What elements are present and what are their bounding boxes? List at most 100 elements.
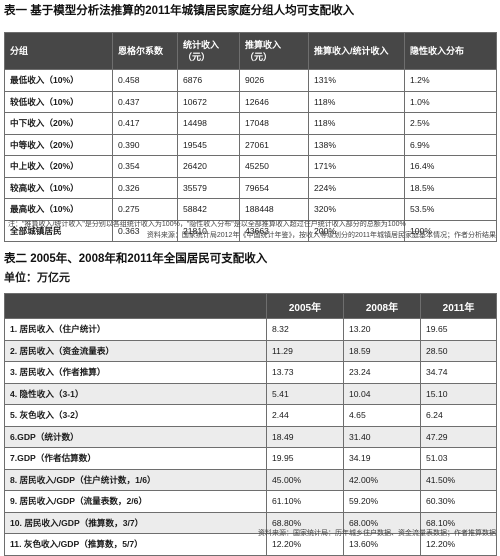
stat-income-cell: 58842 [177,198,240,221]
group-cell: 中等收入（20%） [4,133,113,156]
value-2008-cell: 23.24 [343,361,421,384]
header-item [4,293,267,319]
value-2011-cell: 6.24 [420,404,497,427]
header-group: 分组 [4,32,113,70]
stat-income-cell: 10672 [177,90,240,113]
table-row: 2. 居民收入（资金流量表） 11.29 18.59 28.50 [4,339,497,362]
table-header-row: 2005年 2008年 2011年 [4,293,497,319]
table-row: 9. 居民收入/GDP（流量表数，2/6） 61.10% 59.20% 60.30% [4,490,497,513]
hidden-dist-cell: 1.2% [404,69,497,92]
value-2005-cell: 13.73 [266,361,344,384]
ratio-cell: 131% [308,69,405,92]
table1-note: 注："推算收入/统计收入"是分别以各组统计收入为100%，"隐性收入分布"是以全… [8,221,406,228]
value-2005-cell: 2.44 [266,404,344,427]
value-2011-cell: 28.50 [420,339,497,362]
value-2008-cell: 13.20 [343,318,421,341]
national-income-table: 2005年 2008年 2011年 1. 居民收入（住户统计） 8.32 13.20… [4,293,497,556]
hidden-dist-cell: 2.5% [404,112,497,135]
hidden-dist-cell: 18.5% [404,176,497,199]
value-2008-cell: 18.59 [343,339,421,362]
stat-income-cell: 35579 [177,176,240,199]
stat-income-cell: 26420 [177,155,240,178]
value-2011-cell: 15.10 [420,382,497,405]
header-stat-income: 统计收入（元） [177,32,240,70]
est-income-cell: 43663 [239,219,309,242]
hidden-dist-cell: 6.9% [404,133,497,156]
header-est-income: 推算收入（元） [239,32,309,70]
value-2011-cell: 68.10% [420,511,497,534]
item-cell: 6.GDP（统计数） [4,425,267,448]
table-row: 4. 隐性收入（3-1） 5.41 10.04 15.10 [4,382,497,405]
table-row: 中上收入（20%） 0.354 26420 45250 171% 16.4% [4,155,497,178]
header-2005: 2005年 [266,293,344,319]
table-row: 全部城镇居民 0.363 21810 43663 200% 100% [4,219,497,242]
engel-cell: 0.437 [112,90,178,113]
value-2008-cell: 59.20% [343,490,421,513]
value-2011-cell: 41.50% [420,468,497,491]
engel-cell: 0.417 [112,112,178,135]
ratio-cell: 118% [308,112,405,135]
group-cell: 中上收入（20%） [4,155,113,178]
value-2005-cell: 45.00% [266,468,344,491]
stat-income-cell: 14498 [177,112,240,135]
value-2005-cell: 8.32 [266,318,344,341]
group-cell: 中下收入（20%） [4,112,113,135]
table-row: 5. 灰色收入（3-2） 2.44 4.65 6.24 [4,404,497,427]
value-2011-cell: 34.74 [420,361,497,384]
hidden-dist-cell: 16.4% [404,155,497,178]
group-cell: 最高收入（10%） [4,198,113,221]
value-2008-cell: 10.04 [343,382,421,405]
header-hidden-dist: 隐性收入分布 [404,32,497,70]
value-2005-cell: 18.49 [266,425,344,448]
value-2005-cell: 19.95 [266,447,344,470]
group-cell: 较高收入（10%） [4,176,113,199]
value-2011-cell: 51.03 [420,447,497,470]
item-cell: 7.GDP（作者估算数） [4,447,267,470]
est-income-cell: 9026 [239,69,309,92]
table-row: 1. 居民收入（住户统计） 8.32 13.20 19.65 [4,318,497,341]
table-row: 3. 居民收入（作者推算） 13.73 23.24 34.74 [4,361,497,384]
value-2008-cell: 34.19 [343,447,421,470]
stat-income-cell: 6876 [177,69,240,92]
value-2011-cell: 47.29 [420,425,497,448]
value-2008-cell: 68.00% [343,511,421,534]
hidden-dist-cell: 100% [404,219,497,242]
item-cell: 8. 居民收入/GDP（住户统计数，1/6） [4,468,267,491]
group-cell: 全部城镇居民 [4,219,113,242]
table-row: 较低收入（10%） 0.437 10672 12646 118% 1.0% [4,90,497,113]
engel-cell: 0.326 [112,176,178,199]
engel-cell: 0.354 [112,155,178,178]
item-cell: 4. 隐性收入（3-1） [4,382,267,405]
ratio-cell: 171% [308,155,405,178]
table-row: 最低收入（10%） 0.458 6876 9026 131% 1.2% [4,69,497,92]
table-row: 中等收入（20%） 0.390 19545 27061 138% 6.9% [4,133,497,156]
table-row: 6.GDP（统计数） 18.49 31.40 47.29 [4,425,497,448]
header-2011: 2011年 [420,293,497,319]
table2-title: 表二 2005年、2008年和2011年全国居民可支配收入 [4,253,268,265]
item-cell: 5. 灰色收入（3-2） [4,404,267,427]
engel-cell: 0.458 [112,69,178,92]
est-income-cell: 12646 [239,90,309,113]
item-cell: 11. 灰色收入/GDP（推算数，5/7） [4,533,267,556]
ratio-cell: 320% [308,198,405,221]
table1-source: 资料来源：国家统计局2012年《中国统计年鉴》，按收入等级划分的2011年城镇居… [146,232,496,239]
est-income-cell: 79654 [239,176,309,199]
group-cell: 最低收入（10%） [4,69,113,92]
stat-income-cell: 21810 [177,219,240,242]
value-2008-cell: 31.40 [343,425,421,448]
engel-cell: 0.275 [112,198,178,221]
engel-cell: 0.390 [112,133,178,156]
table-row: 较高收入（10%） 0.326 35579 79654 224% 18.5% [4,176,497,199]
hidden-dist-cell: 53.5% [404,198,497,221]
ratio-cell: 224% [308,176,405,199]
table-row: 8. 居民收入/GDP（住户统计数，1/6） 45.00% 42.00% 41.50% [4,468,497,491]
est-income-cell: 188448 [239,198,309,221]
item-cell: 9. 居民收入/GDP（流量表数，2/6） [4,490,267,513]
ratio-cell: 118% [308,90,405,113]
value-2005-cell: 11.29 [266,339,344,362]
value-2005-cell: 68.80% [266,511,344,534]
item-cell: 10. 居民收入/GDP（推算数，3/7） [4,511,267,534]
table2-source: 资料来源：国家统计局：历年城乡住户数据、资金流量表数据；作者推算数据 [258,530,496,537]
value-2005-cell: 5.41 [266,382,344,405]
table-row: 最高收入（10%） 0.275 58842 188448 320% 53.5% [4,198,497,221]
